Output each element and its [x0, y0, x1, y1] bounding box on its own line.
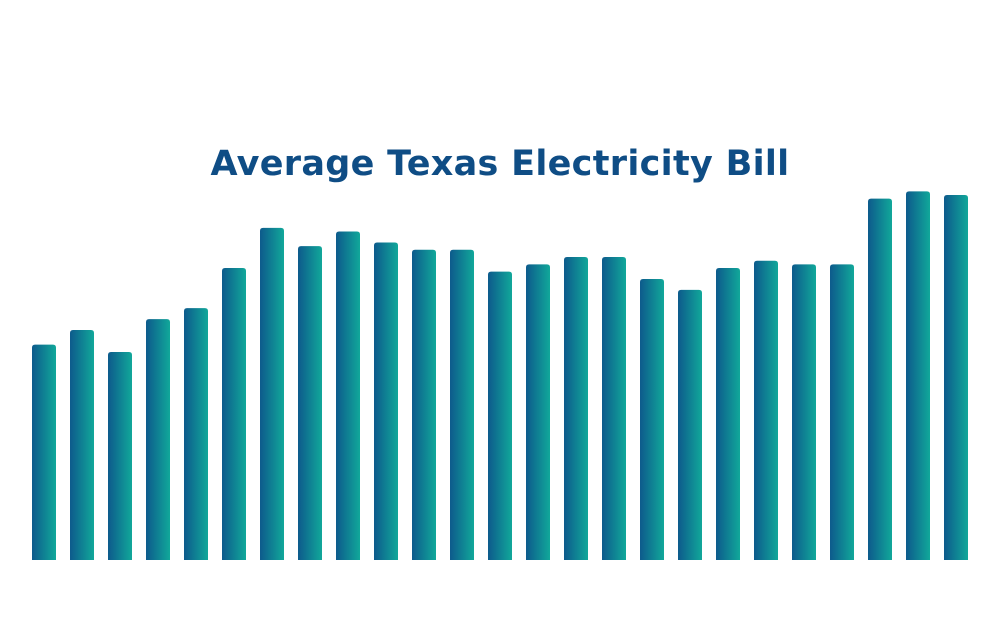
bar-8 [298, 246, 322, 560]
bar-17 [640, 278, 664, 560]
bar-3 [108, 351, 132, 560]
bar-6 [222, 268, 246, 560]
bar-15 [564, 257, 588, 560]
bar-14 [526, 264, 550, 560]
bar-10 [374, 242, 398, 560]
bar-16 [602, 257, 626, 560]
bar-19 [716, 268, 740, 560]
bars-group [32, 191, 968, 560]
bar-4 [146, 319, 170, 560]
bar-22 [830, 264, 854, 560]
chart-title: Average Texas Electricity Bill [210, 144, 790, 184]
bar-20 [754, 260, 778, 560]
bar-13 [488, 271, 512, 560]
bar-18 [678, 289, 702, 560]
bar-7 [260, 227, 284, 560]
bar-24 [906, 191, 930, 560]
bar-1 [32, 344, 56, 560]
bar-5 [184, 308, 208, 560]
bar-9 [336, 231, 360, 560]
bar-23 [868, 198, 892, 560]
bar-21 [792, 264, 816, 560]
bar-12 [450, 249, 474, 560]
bar-11 [412, 249, 436, 560]
bar-25 [944, 195, 968, 560]
bar-2 [70, 330, 94, 560]
